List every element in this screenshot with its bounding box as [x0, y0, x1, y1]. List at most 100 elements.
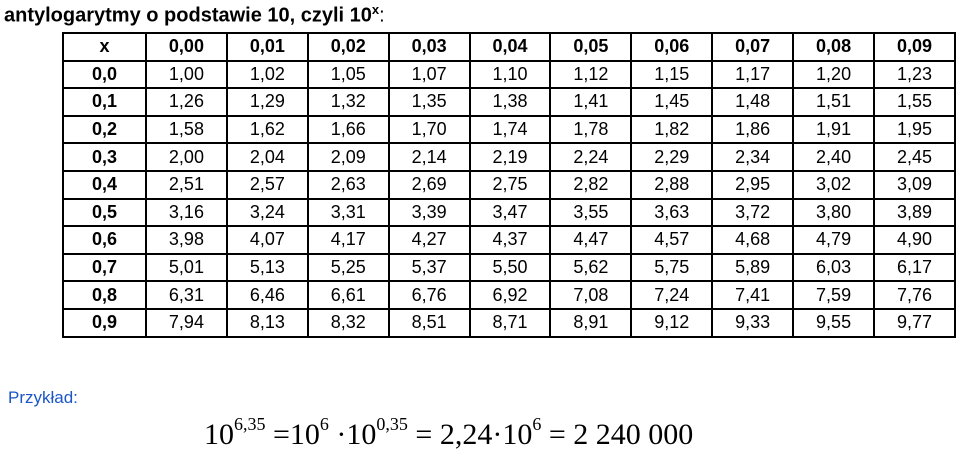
cell: 1,82 [630, 114, 714, 145]
cell: 2,95 [711, 169, 795, 200]
cell: 3,80 [792, 197, 876, 228]
table-row: 0,4 2,51 2,57 2,63 2,69 2,75 2,82 2,88 2,95 3,02 3… [62, 169, 956, 200]
cell: 1,86 [711, 114, 795, 145]
formula-base: ·10 [328, 418, 377, 451]
cell: 6,17 [873, 252, 956, 283]
cell: 3,09 [873, 169, 956, 200]
formula: 106,35 =106 ·100,35 = 2,24·106 = 2 240 0… [204, 414, 693, 452]
cell: 2,04 [225, 142, 309, 172]
header-cell: 0,08 [792, 32, 876, 62]
row-label: 0,4 [62, 169, 147, 200]
row-label: 0,5 [62, 197, 147, 228]
cell: 2,00 [145, 142, 228, 172]
antilog-table: x 0,00 0,01 0,02 0,03 0,04 0,05 0,06 0,07 0,08 0,0… [62, 32, 956, 338]
formula-base: = 2,24·10 [407, 418, 533, 451]
table-row: 0,9 7,94 8,13 8,32 8,51 8,71 8,91 9,12 9,33 9,55 9… [62, 307, 956, 338]
cell: 2,29 [630, 142, 714, 172]
cell: 3,55 [549, 197, 633, 228]
formula-base: = 2 240 000 [541, 418, 694, 451]
cell: 2,82 [549, 169, 633, 200]
cell: 7,59 [792, 280, 876, 310]
cell: 6,92 [468, 280, 552, 310]
cell: 7,41 [711, 280, 795, 310]
table-row: 0,7 5,01 5,13 5,25 5,37 5,50 5,62 5,75 5,89 6,03 6… [62, 252, 956, 283]
formula-exponent: 6 [319, 414, 329, 434]
cell: 2,57 [225, 169, 309, 200]
header-cell: 0,02 [306, 32, 390, 62]
cell: 3,31 [306, 197, 390, 228]
cell: 5,37 [387, 252, 471, 283]
cell: 1,91 [792, 114, 876, 145]
cell: 1,17 [711, 59, 795, 90]
header-cell: x [62, 32, 147, 62]
cell: 2,45 [873, 142, 956, 172]
cell: 5,89 [711, 252, 795, 283]
cell: 2,24 [549, 142, 633, 172]
cell: 1,55 [873, 87, 956, 117]
cell: 1,05 [306, 59, 390, 90]
row-label: 0,8 [62, 280, 147, 310]
cell: 1,78 [549, 114, 633, 145]
title: antylogarytmy o podstawie 10, czyli 10x: [4, 2, 385, 28]
cell: 1,38 [468, 87, 552, 117]
cell: 4,57 [630, 225, 714, 255]
table-row: 0,0 1,00 1,02 1,05 1,07 1,10 1,12 1,15 1,17 1,20 1… [62, 59, 956, 90]
cell: 5,75 [630, 252, 714, 283]
header-cell: 0,06 [630, 32, 714, 62]
example-label: Przykład: [8, 388, 78, 407]
row-label: 0,9 [62, 307, 147, 338]
cell: 1,58 [145, 114, 228, 145]
cell: 4,07 [225, 225, 309, 255]
cell: 7,24 [630, 280, 714, 310]
cell: 5,13 [225, 252, 309, 283]
cell: 1,32 [306, 87, 390, 117]
cell: 2,40 [792, 142, 876, 172]
table-row: 0,6 3,98 4,07 4,17 4,27 4,37 4,47 4,57 4,68 4,79 4… [62, 225, 956, 255]
cell: 1,12 [549, 59, 633, 90]
title-end: : [379, 4, 385, 27]
cell: 6,03 [792, 252, 876, 283]
table-row: 0,3 2,00 2,04 2,09 2,14 2,19 2,24 2,29 2,34 2,40 2… [62, 142, 956, 172]
cell: 3,24 [225, 197, 309, 228]
formula-exponent: 6 [532, 414, 542, 434]
cell: 1,15 [630, 59, 714, 90]
cell: 2,88 [630, 169, 714, 200]
cell: 5,01 [145, 252, 228, 283]
cell: 4,68 [711, 225, 795, 255]
table-row: 0,8 6,31 6,46 6,61 6,76 6,92 7,08 7,24 7,41 7,59 7… [62, 280, 956, 310]
cell: 8,91 [549, 307, 633, 338]
cell: 5,25 [306, 252, 390, 283]
cell: 9,55 [792, 307, 876, 338]
cell: 1,35 [387, 87, 471, 117]
row-label: 0,2 [62, 114, 147, 145]
header-cell: 0,01 [225, 32, 309, 62]
cell: 1,95 [873, 114, 956, 145]
cell: 3,02 [792, 169, 876, 200]
cell: 1,66 [306, 114, 390, 145]
header-cell: 0,07 [711, 32, 795, 62]
cell: 3,16 [145, 197, 228, 228]
cell: 1,74 [468, 114, 552, 145]
cell: 3,47 [468, 197, 552, 228]
cell: 7,08 [549, 280, 633, 310]
cell: 2,75 [468, 169, 552, 200]
cell: 7,76 [873, 280, 956, 310]
cell: 3,63 [630, 197, 714, 228]
cell: 1,62 [225, 114, 309, 145]
cell: 3,89 [873, 197, 956, 228]
cell: 1,70 [387, 114, 471, 145]
cell: 1,48 [711, 87, 795, 117]
cell: 4,79 [792, 225, 876, 255]
cell: 2,14 [387, 142, 471, 172]
cell: 9,33 [711, 307, 795, 338]
cell: 4,17 [306, 225, 390, 255]
table-row: 0,5 3,16 3,24 3,31 3,39 3,47 3,55 3,63 3,72 3,80 3… [62, 197, 956, 228]
row-label: 0,7 [62, 252, 147, 283]
cell: 1,20 [792, 59, 876, 90]
row-label: 0,3 [62, 142, 147, 172]
cell: 1,29 [225, 87, 309, 117]
header-cell: 0,09 [873, 32, 956, 62]
cell: 2,09 [306, 142, 390, 172]
formula-exponent: 0,35 [376, 414, 408, 434]
cell: 6,61 [306, 280, 390, 310]
